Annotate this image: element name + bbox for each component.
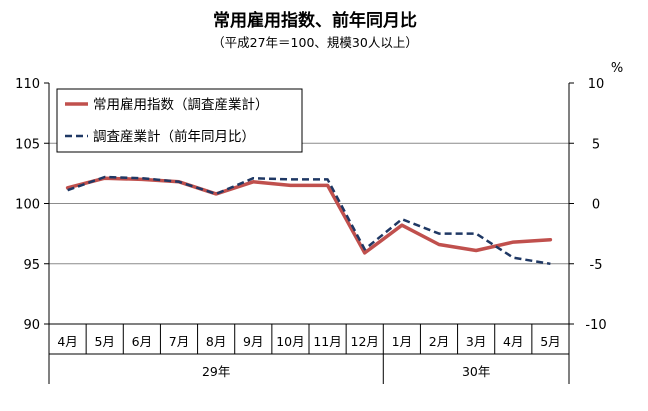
chart-title: 常用雇用指数、前年同月比 <box>213 10 417 31</box>
year-label: 29年 <box>202 364 230 379</box>
category-label: 2月 <box>429 334 449 349</box>
legend-label-index: 常用雇用指数（調査産業計） <box>93 96 269 113</box>
category-label: 10月 <box>276 334 304 349</box>
category-label: 7月 <box>169 334 189 349</box>
category-label: 5月 <box>540 334 560 349</box>
chart-subtitle: （平成27年＝100、規模30人以上） <box>212 35 418 50</box>
year-label: 30年 <box>462 364 490 379</box>
category-label: 4月 <box>503 334 523 349</box>
category-label: 6月 <box>132 334 152 349</box>
right-axis-unit: % <box>611 61 623 76</box>
legend-box <box>56 88 303 153</box>
series-layer <box>65 175 553 266</box>
left-tick-label: 90 <box>23 318 40 333</box>
right-tick-label: -5 <box>590 258 603 273</box>
category-label: 9月 <box>243 334 263 349</box>
category-label: 1月 <box>392 334 412 349</box>
category-label: 11月 <box>313 334 341 349</box>
category-label: 5月 <box>94 334 114 349</box>
legend-label-yoy: 調査産業計（前年同月比） <box>93 128 255 145</box>
right-tick-label: 5 <box>592 137 600 152</box>
category-label: 3月 <box>466 334 486 349</box>
category-label: 4月 <box>57 334 77 349</box>
category-label: 8月 <box>206 334 226 349</box>
left-tick-label: 110 <box>15 77 40 92</box>
left-tick-label: 100 <box>15 198 40 213</box>
right-axis-ticks: -10 -5 0 5 10 <box>569 77 607 333</box>
series-line-1 <box>67 175 551 266</box>
right-tick-label: -10 <box>585 318 606 333</box>
legend: 常用雇用指数（調査産業計） 調査産業計（前年同月比） <box>56 88 303 153</box>
left-axis-ticks: 90 95 100 105 110 <box>15 77 49 333</box>
category-label: 12月 <box>351 334 379 349</box>
left-tick-label: 105 <box>15 137 40 152</box>
right-tick-label: 0 <box>592 198 600 213</box>
category-axis: 4月 5月 6月 7月 8月 9月 10月 11月 12月 1月 2月 3月 4月 5月 29年 30年 <box>57 324 561 384</box>
series-line-0 <box>65 176 553 255</box>
left-tick-label: 95 <box>23 258 40 273</box>
right-tick-label: 10 <box>588 77 605 92</box>
